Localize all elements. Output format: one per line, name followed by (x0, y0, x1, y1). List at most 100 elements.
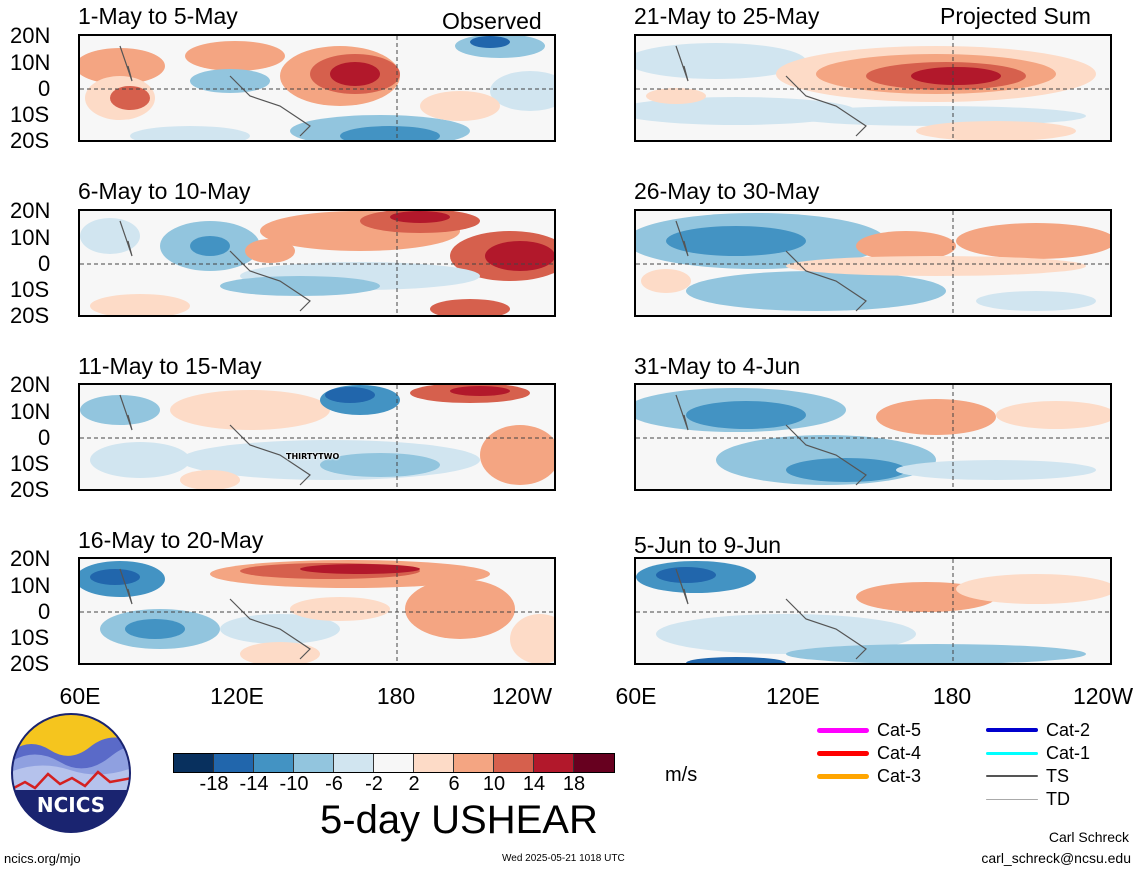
colorbar-tick-label: 10 (482, 773, 506, 795)
map-plot (78, 557, 556, 665)
colorbar-swatch (214, 754, 254, 772)
logo-text: NCICS (37, 793, 105, 817)
lat-label: 0 (38, 599, 51, 624)
shear-field (636, 385, 1110, 489)
legend-line-swatch (986, 751, 1038, 755)
shear-field (636, 559, 1110, 663)
legend-line-swatch (986, 775, 1038, 777)
lat-label: 10N (10, 50, 51, 75)
lat-label: 10N (10, 573, 51, 598)
map-plot (634, 34, 1112, 142)
lat-label: 20S (10, 128, 50, 153)
colorbar-tick-label: 6 (448, 773, 460, 795)
colorbar-tick-label: 18 (562, 773, 586, 795)
panel-title: 11-May to 15-May (78, 353, 262, 379)
panel-title: 5-Jun to 9-Jun (634, 532, 782, 558)
shear-field (636, 211, 1110, 315)
colorbar-swatch (254, 754, 294, 772)
shear-field (80, 211, 554, 315)
colorbar-tick-label: 14 (522, 773, 546, 795)
legend-label: Cat-5 (877, 720, 922, 740)
footer-timestamp: Wed 2025-05-21 1018 UTC (502, 853, 625, 864)
lat-label: 10S (10, 451, 50, 476)
main-title: 5-day USHEAR (320, 798, 598, 842)
colorbar-swatch (454, 754, 494, 772)
lat-label: 0 (38, 251, 51, 276)
map-plot (78, 383, 556, 491)
lon-label: 120W (1072, 683, 1134, 709)
shear-field (80, 559, 554, 663)
lat-label: 20N (10, 198, 51, 223)
colorbar-swatch (374, 754, 414, 772)
legend-line-swatch (817, 750, 869, 756)
legend-label: Cat-2 (1046, 720, 1091, 740)
colorbar-swatch (174, 754, 214, 772)
legend-item: Cat-3 (817, 767, 921, 785)
lat-label: 20N (10, 372, 51, 397)
map-plot (78, 209, 556, 317)
legend-label: Cat-3 (877, 766, 922, 786)
storm-label: THIRTYTWO (286, 452, 340, 461)
lon-label: 180 (376, 683, 416, 709)
legend-item: TS (986, 767, 1069, 785)
lat-label: 20S (10, 303, 50, 328)
panel-title: 26-May to 30-May (634, 178, 820, 204)
colorbar-tick-label: -10 (279, 773, 309, 795)
panel-title: 1-May to 5-May (78, 3, 238, 29)
colorbar-swatch (534, 754, 574, 772)
map-plot (634, 557, 1112, 665)
lat-label: 0 (38, 76, 51, 101)
lon-label: 120E (210, 683, 264, 709)
lat-label: 10N (10, 225, 51, 250)
colorbar-tick-label: 2 (408, 773, 420, 795)
map-plot (634, 209, 1112, 317)
lon-label: 120W (491, 683, 553, 709)
ncics-logo: NCICS (10, 712, 132, 834)
legend-label: Cat-1 (1046, 743, 1091, 763)
lon-label: 60E (615, 683, 657, 709)
units-label: m/s (665, 764, 698, 786)
lat-label: 20N (10, 546, 51, 571)
colorbar-swatch (334, 754, 374, 772)
lon-label: 180 (932, 683, 972, 709)
legend-label: TS (1046, 766, 1070, 786)
lon-label: 120E (766, 683, 820, 709)
legend-label: Cat-4 (877, 743, 922, 763)
legend-line-swatch (817, 727, 869, 733)
colorbar-swatch (294, 754, 334, 772)
legend-item: Cat-2 (986, 721, 1090, 739)
lat-label: 10S (10, 102, 50, 127)
panel-title: 6-May to 10-May (78, 178, 251, 204)
panel-title: 21-May to 25-May (634, 3, 820, 29)
shear-field (80, 385, 554, 489)
lat-label: 20S (10, 651, 50, 676)
lat-label: 10S (10, 625, 50, 650)
legend-label: TD (1046, 789, 1070, 809)
legend-item: Cat-5 (817, 721, 921, 739)
lat-label: 10N (10, 399, 51, 424)
shear-field (80, 36, 554, 140)
panel-title: 31-May to 4-Jun (634, 353, 801, 379)
shear-field (636, 36, 1110, 140)
projected-tag: Projected Sum (940, 3, 1091, 29)
observed-tag: Observed (442, 8, 542, 34)
lat-label: 20S (10, 477, 50, 502)
lon-label: 60E (59, 683, 101, 709)
legend-item: Cat-4 (817, 744, 921, 762)
author-name: Carl Schreck (1048, 829, 1129, 845)
colorbar-tick-label: -14 (239, 773, 269, 795)
colorbar-tick-label: -18 (199, 773, 229, 795)
panel-title: 16-May to 20-May (78, 527, 264, 553)
colorbar-swatch (574, 754, 614, 772)
colorbar (173, 753, 615, 773)
lat-label: 10S (10, 277, 50, 302)
lat-label: 0 (38, 425, 51, 450)
map-plot (78, 34, 556, 142)
author-email: carl_schreck@ncsu.edu (981, 850, 1131, 866)
legend-item: TD (986, 790, 1070, 808)
colorbar-swatch (414, 754, 454, 772)
legend-line-swatch (817, 773, 869, 779)
footer-url: ncics.org/mjo (4, 851, 81, 866)
colorbar-tick-label: -6 (325, 773, 343, 795)
colorbar-swatch (494, 754, 534, 772)
